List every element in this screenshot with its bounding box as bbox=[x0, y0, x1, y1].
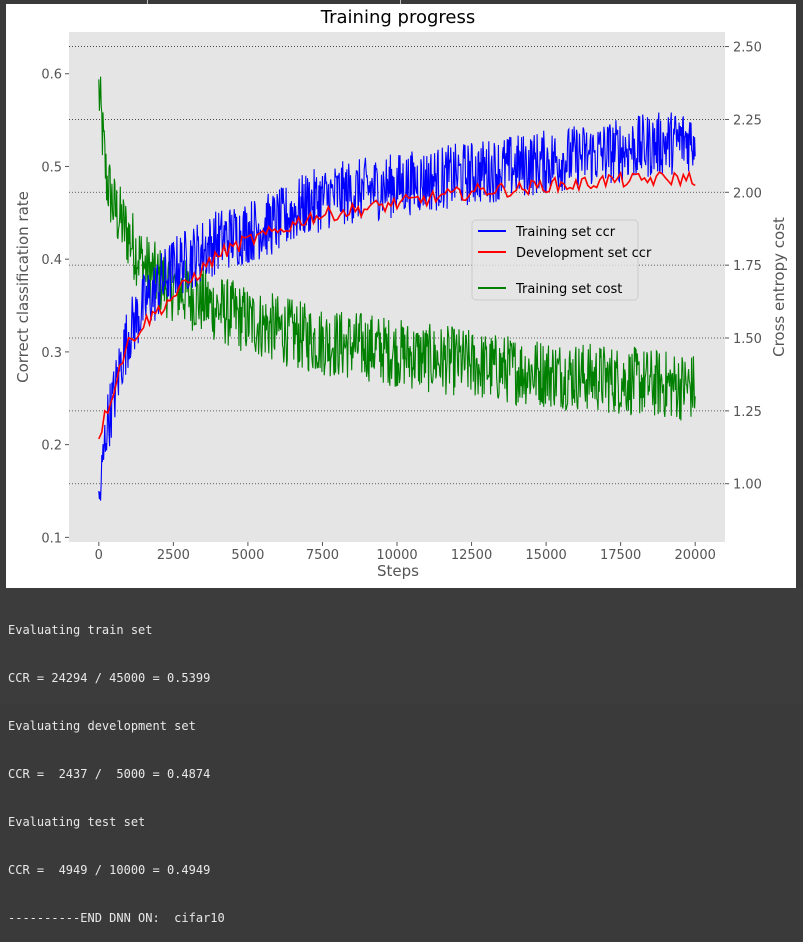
legend-label-dev-ccr: Development set ccr bbox=[516, 246, 652, 261]
x-tick-label: 12500 bbox=[451, 548, 492, 563]
x-tick-label: 2500 bbox=[157, 548, 190, 563]
x-tick-label: 7500 bbox=[306, 548, 339, 563]
x-tick-label: 10000 bbox=[376, 548, 417, 563]
legend-label-train-ccr: Training set ccr bbox=[515, 225, 616, 240]
legend: Training set ccr Development set ccr Tra… bbox=[471, 219, 652, 301]
y2-tick-label: 1.50 bbox=[733, 332, 762, 347]
figure-panel: 0 2500 5000 7500 10000 12500 15000 17500 20000 0.… bbox=[6, 4, 796, 588]
console-line: CCR = 2437 / 5000 = 0.4874 bbox=[8, 767, 211, 781]
legend-label-train-cost: Training set cost bbox=[515, 282, 622, 297]
y2-tick-label: 1.75 bbox=[733, 259, 762, 274]
x-tick-label: 20000 bbox=[675, 548, 716, 563]
y2-axis-label: Cross entropy cost bbox=[770, 217, 788, 357]
console-line: Evaluating test set bbox=[8, 815, 146, 829]
y2-tick-label: 1.00 bbox=[733, 478, 762, 493]
y-axis-label: Correct classification rate bbox=[14, 191, 32, 383]
legend-box bbox=[471, 219, 639, 301]
y2-tick-label: 2.25 bbox=[733, 113, 762, 128]
y-tick-label: 0.5 bbox=[41, 160, 62, 175]
console-line: ----------END DNN ON: cifar10 bbox=[8, 911, 225, 925]
y2-tick-label: 2.00 bbox=[733, 186, 762, 201]
series-training-ccr-line bbox=[98, 112, 696, 501]
y-tick-label: 0.6 bbox=[41, 68, 62, 83]
console-line: Evaluating train set bbox=[8, 623, 153, 637]
window-top-strip bbox=[0, 0, 803, 4]
window-top-divider bbox=[400, 0, 401, 4]
y-tick-label: 0.4 bbox=[41, 253, 62, 268]
series-development-ccr-line bbox=[98, 170, 696, 440]
axes: 0 2500 5000 7500 10000 12500 15000 17500 20000 0.… bbox=[41, 41, 762, 563]
x-axis-label: Steps bbox=[377, 562, 419, 580]
x-tick-label: 15000 bbox=[525, 548, 566, 563]
series-training-cost-line bbox=[98, 76, 696, 421]
chart-title: Training progress bbox=[320, 7, 475, 28]
terminal-output: Evaluating train set CCR = 24294 / 45000… bbox=[0, 588, 803, 925]
console-line: CCR = 24294 / 45000 = 0.5399 bbox=[8, 671, 211, 685]
y2-tick-label: 2.50 bbox=[733, 41, 762, 56]
window-top-divider bbox=[147, 0, 148, 4]
training-progress-chart: 0 2500 5000 7500 10000 12500 15000 17500 20000 0.… bbox=[14, 7, 788, 580]
x-tick-label: 17500 bbox=[600, 548, 641, 563]
x-tick-label: 0 bbox=[95, 548, 103, 563]
console-line: CCR = 4949 / 10000 = 0.4949 bbox=[8, 863, 211, 877]
y2-tick-label: 1.25 bbox=[733, 405, 762, 420]
x-tick-label: 5000 bbox=[231, 548, 264, 563]
console-line: Evaluating development set bbox=[8, 719, 196, 733]
y-tick-label: 0.1 bbox=[41, 531, 62, 546]
series-layer bbox=[98, 76, 696, 501]
y-tick-label: 0.2 bbox=[41, 439, 62, 454]
y-tick-label: 0.3 bbox=[41, 346, 62, 361]
